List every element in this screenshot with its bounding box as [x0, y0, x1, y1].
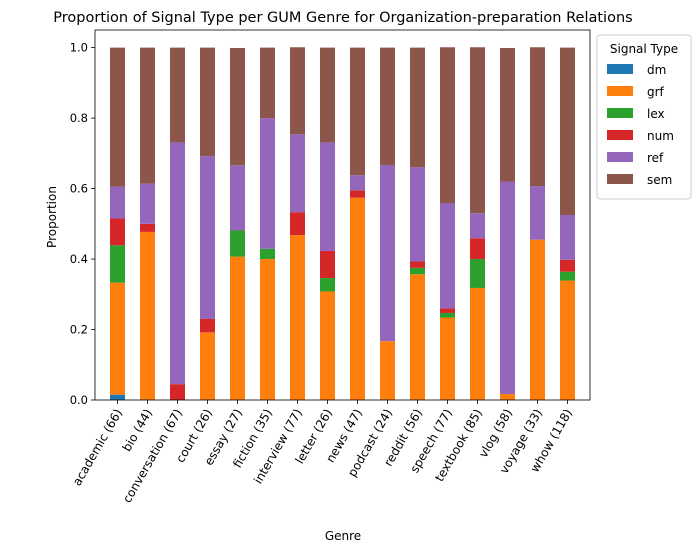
legend-swatch-num [607, 130, 633, 140]
y-axis-label: Proportion [45, 186, 59, 248]
y-tick-label: 0.0 [70, 393, 88, 407]
bar-segment-num-2 [170, 384, 185, 400]
legend-swatch-lex [607, 108, 633, 118]
bar-segment-sem-9 [380, 47, 395, 165]
bar-segment-num-7 [320, 250, 335, 279]
legend-title: Signal Type [610, 42, 678, 56]
y-tick-label: 0.6 [70, 182, 88, 196]
bar-segment-ref-8 [350, 175, 365, 191]
bars-group [110, 47, 575, 400]
plot-frame [94, 29, 591, 401]
bar-segment-lex-5 [260, 248, 275, 260]
bar-segment-ref-7 [320, 142, 335, 251]
bar-segment-grf-11 [440, 317, 455, 400]
bar-segment-dm-0 [110, 394, 125, 400]
y-tick-label: 0.2 [70, 323, 88, 337]
legend-label-lex: lex [647, 107, 665, 121]
bar-segment-sem-3 [200, 47, 215, 157]
bar-segment-ref-9 [380, 164, 395, 342]
bar-segment-sem-5 [260, 47, 275, 119]
bar-segment-grf-13 [500, 394, 515, 400]
bar-segment-sem-14 [530, 47, 545, 187]
x-tick-label: academic (66) [70, 407, 125, 489]
bar-segment-sem-15 [560, 47, 575, 216]
bar-segment-lex-15 [560, 271, 575, 281]
bar-segment-ref-5 [260, 118, 275, 249]
bar-segment-lex-10 [410, 267, 425, 275]
bar-segment-grf-12 [470, 287, 485, 400]
bar-segment-ref-1 [140, 183, 155, 224]
x-axis-label: Genre [325, 529, 361, 543]
bar-segment-ref-6 [290, 134, 305, 213]
bar-segment-num-0 [110, 218, 125, 246]
bar-segment-grf-1 [140, 231, 155, 400]
bar-segment-sem-2 [170, 47, 185, 143]
bar-segment-num-8 [350, 190, 365, 198]
legend-swatch-ref [607, 152, 633, 162]
bar-segment-sem-4 [230, 47, 245, 166]
y-tick-label: 0.4 [70, 252, 88, 266]
bar-segment-ref-15 [560, 215, 575, 260]
y-tick-label: 0.8 [70, 111, 88, 125]
bar-segment-lex-7 [320, 278, 335, 292]
legend: Signal Type dm grf lex num ref sem [596, 34, 692, 200]
bar-segment-ref-14 [530, 186, 545, 240]
legend-swatch-sem [607, 174, 633, 184]
bar-segment-ref-13 [500, 181, 515, 395]
bar-segment-lex-12 [470, 259, 485, 288]
bar-segment-num-3 [200, 318, 215, 333]
bar-segment-grf-14 [530, 239, 545, 400]
bar-segment-num-6 [290, 212, 305, 236]
bar-segment-lex-0 [110, 245, 125, 283]
bar-segment-lex-11 [440, 312, 455, 318]
legend-label-num: num [647, 129, 674, 143]
bar-segment-num-10 [410, 261, 425, 268]
bar-segment-ref-11 [440, 203, 455, 309]
bar-segment-grf-3 [200, 332, 215, 400]
legend-label-dm: dm [647, 63, 666, 77]
bar-segment-sem-1 [140, 47, 155, 184]
bar-segment-num-1 [140, 223, 155, 232]
bar-segment-num-12 [470, 238, 485, 260]
bar-segment-sem-13 [500, 47, 515, 182]
bar-segment-grf-10 [410, 274, 425, 400]
bar-segment-sem-0 [110, 47, 125, 187]
bar-segment-grf-0 [110, 282, 125, 395]
bar-segment-sem-10 [410, 47, 425, 168]
bar-segment-grf-5 [260, 259, 275, 400]
legend-label-sem: sem [647, 173, 672, 187]
bar-segment-ref-3 [200, 156, 215, 319]
bar-segment-sem-11 [440, 47, 455, 204]
y-tick-label: 1.0 [70, 41, 88, 55]
bar-segment-ref-4 [230, 165, 245, 231]
bar-segment-ref-0 [110, 186, 125, 219]
legend-swatch-dm [607, 64, 633, 74]
bar-segment-sem-7 [320, 47, 335, 143]
bar-segment-grf-6 [290, 235, 305, 400]
bar-segment-sem-6 [290, 47, 305, 135]
bar-segment-ref-12 [470, 213, 485, 239]
bar-segment-sem-8 [350, 47, 365, 176]
bar-segment-num-15 [560, 259, 575, 272]
bar-segment-grf-9 [380, 341, 395, 400]
bar-segment-sem-12 [470, 47, 485, 214]
legend-swatch-grf [607, 86, 633, 96]
bar-segment-grf-4 [230, 256, 245, 400]
bar-segment-num-11 [440, 308, 455, 313]
chart-title: Proportion of Signal Type per GUM Genre … [53, 10, 632, 26]
bar-segment-lex-4 [230, 230, 245, 257]
bar-segment-ref-2 [170, 142, 185, 385]
bar-segment-grf-7 [320, 291, 335, 400]
legend-label-grf: grf [647, 85, 665, 99]
bar-segment-grf-8 [350, 197, 365, 400]
bar-segment-ref-10 [410, 167, 425, 262]
legend-label-ref: ref [647, 151, 664, 165]
bar-segment-grf-15 [560, 280, 575, 400]
